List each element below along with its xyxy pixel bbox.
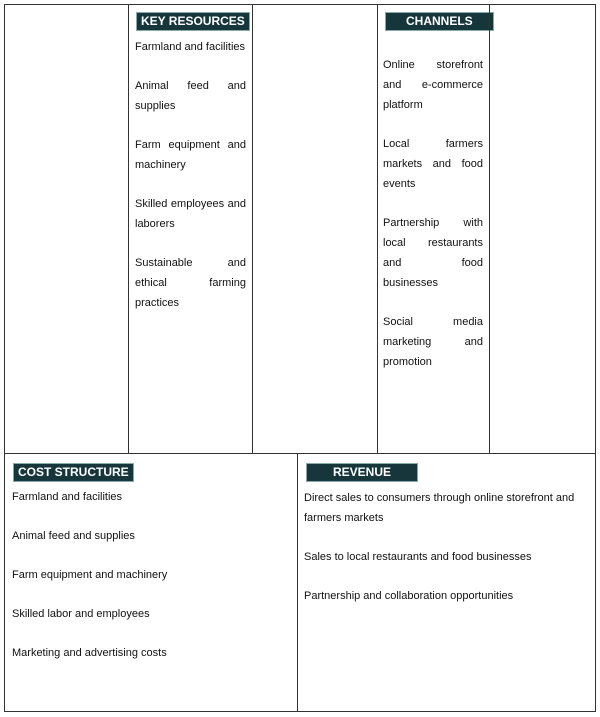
list-item: Skilled employees and laborers [135, 198, 246, 230]
list-item: Social media marketing and promotion [383, 316, 483, 368]
customer-segments-cell [489, 4, 596, 454]
key-resources-header: KEY RESOURCES [136, 12, 250, 31]
list-item: Farm equipment and machinery [12, 569, 168, 581]
key-resources-cell: KEY RESOURCES Farmland and facilities An… [128, 4, 253, 454]
list-item: Sales to local restaurants and food busi… [304, 551, 532, 563]
list-item: Online storefront and e-commerce platfor… [383, 59, 483, 111]
list-item: Animal feed and supplies [135, 80, 246, 112]
list-item: Direct sales to consumers through online… [304, 492, 575, 524]
value-proposition-cell [252, 4, 378, 454]
channels-cell: CHANNELS Online storefront and e-commerc… [377, 4, 494, 454]
revenue-cell: REVENUE Direct sales to consumers throug… [297, 453, 596, 712]
list-item: Animal feed and supplies [12, 530, 135, 542]
list-item: Sustainable and ethical farming practice… [135, 257, 246, 309]
list-item: Farm equipment and machinery [135, 139, 246, 171]
list-item: Skilled labor and employees [12, 608, 150, 620]
cost-structure-header: COST STRUCTURE [13, 463, 134, 482]
list-item: Local farmers markets and food events [383, 138, 483, 190]
list-item: Farmland and facilities [12, 491, 123, 503]
cost-structure-cell: COST STRUCTURE Farmland and facilities A… [4, 453, 298, 712]
list-item: Partnership with local restaurants and f… [383, 217, 483, 289]
list-item: Farmland and facilities [135, 41, 246, 53]
list-item: Partnership and collaboration opportunit… [304, 590, 514, 602]
channels-header: CHANNELS [385, 12, 494, 31]
key-partners-cell [4, 4, 129, 454]
revenue-header: REVENUE [306, 463, 419, 482]
list-item: Marketing and advertising costs [12, 647, 167, 659]
